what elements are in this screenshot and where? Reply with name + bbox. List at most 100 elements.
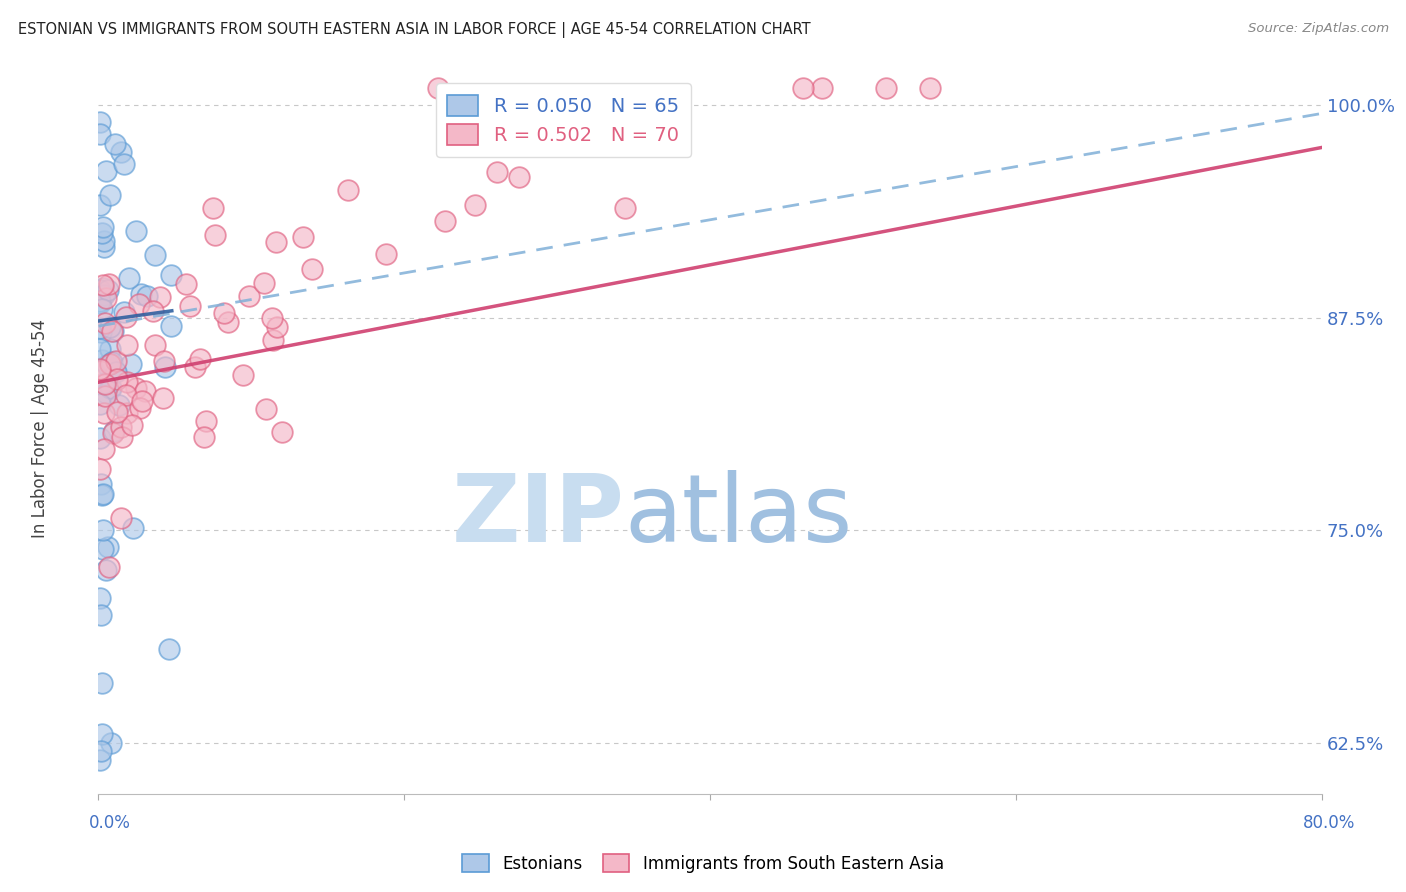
- Point: [117, 271, 139, 285]
- Point: [97, 277, 120, 292]
- Point: [184, 360, 207, 375]
- Point: [217, 315, 239, 329]
- Point: [792, 81, 814, 95]
- Point: [120, 357, 142, 371]
- Point: [204, 227, 226, 242]
- Point: [159, 318, 181, 333]
- Point: [98, 357, 121, 371]
- Point: [129, 286, 152, 301]
- Point: [142, 304, 165, 318]
- Point: [254, 401, 277, 416]
- Point: [89, 343, 111, 357]
- Point: [100, 356, 122, 370]
- Point: [143, 248, 166, 262]
- Point: [194, 414, 217, 428]
- Point: [375, 246, 398, 260]
- Point: [89, 591, 111, 606]
- Point: [111, 430, 134, 444]
- Point: [94, 291, 117, 305]
- Point: [188, 351, 211, 366]
- Point: [93, 541, 115, 556]
- Point: [110, 419, 132, 434]
- Point: [135, 288, 157, 302]
- Point: [93, 316, 115, 330]
- Point: [264, 235, 287, 249]
- Point: [122, 521, 145, 535]
- Point: [238, 288, 260, 302]
- Point: [508, 170, 530, 185]
- Point: [94, 164, 117, 178]
- Point: [104, 136, 127, 151]
- Point: [110, 511, 132, 525]
- Point: [89, 198, 111, 212]
- Point: [810, 81, 832, 95]
- Point: [134, 384, 156, 398]
- Text: ZIP: ZIP: [451, 470, 624, 562]
- Point: [112, 157, 135, 171]
- Point: [98, 319, 121, 334]
- Point: [90, 727, 112, 741]
- Point: [98, 381, 121, 395]
- Point: [232, 368, 254, 383]
- Point: [105, 372, 128, 386]
- Point: [117, 337, 139, 351]
- Point: [91, 220, 114, 235]
- Point: [93, 389, 115, 403]
- Text: 80.0%: 80.0%: [1302, 814, 1355, 831]
- Point: [90, 476, 112, 491]
- Point: [90, 488, 112, 502]
- Point: [98, 560, 121, 574]
- Text: In Labor Force | Age 45-54: In Labor Force | Age 45-54: [31, 318, 49, 538]
- Point: [104, 353, 127, 368]
- Point: [128, 401, 150, 416]
- Point: [90, 676, 112, 690]
- Point: [93, 523, 115, 537]
- Point: [89, 320, 111, 334]
- Point: [89, 127, 111, 141]
- Point: [93, 376, 115, 390]
- Point: [94, 385, 117, 400]
- Point: [98, 342, 121, 356]
- Point: [104, 363, 127, 377]
- Point: [157, 642, 180, 657]
- Point: [96, 359, 118, 373]
- Point: [427, 81, 450, 95]
- Point: [93, 288, 115, 302]
- Point: [100, 187, 122, 202]
- Point: [101, 324, 124, 338]
- Legend: Estonians, Immigrants from South Eastern Asia: Estonians, Immigrants from South Eastern…: [456, 847, 950, 880]
- Point: [179, 299, 201, 313]
- Point: [875, 81, 897, 95]
- Text: atlas: atlas: [624, 470, 852, 562]
- Point: [93, 240, 115, 254]
- Legend: R = 0.050   N = 65, R = 0.502   N = 70: R = 0.050 N = 65, R = 0.502 N = 70: [436, 83, 690, 157]
- Point: [97, 540, 120, 554]
- Point: [262, 333, 284, 347]
- Point: [89, 397, 111, 411]
- Text: 0.0%: 0.0%: [89, 814, 131, 831]
- Point: [89, 364, 111, 378]
- Point: [920, 81, 942, 95]
- Point: [174, 277, 197, 291]
- Point: [91, 487, 114, 501]
- Point: [89, 293, 111, 308]
- Point: [485, 165, 508, 179]
- Point: [97, 284, 120, 298]
- Point: [89, 362, 111, 376]
- Point: [153, 353, 176, 368]
- Text: Source: ZipAtlas.com: Source: ZipAtlas.com: [1249, 22, 1389, 36]
- Point: [90, 744, 112, 758]
- Point: [93, 442, 115, 456]
- Point: [212, 306, 235, 320]
- Point: [260, 310, 283, 325]
- Point: [128, 296, 150, 310]
- Point: [117, 375, 139, 389]
- Point: [202, 201, 225, 215]
- Point: [125, 381, 148, 395]
- Point: [115, 388, 138, 402]
- Point: [153, 359, 176, 374]
- Point: [90, 325, 112, 339]
- Point: [291, 230, 314, 244]
- Point: [271, 425, 294, 439]
- Point: [110, 145, 132, 160]
